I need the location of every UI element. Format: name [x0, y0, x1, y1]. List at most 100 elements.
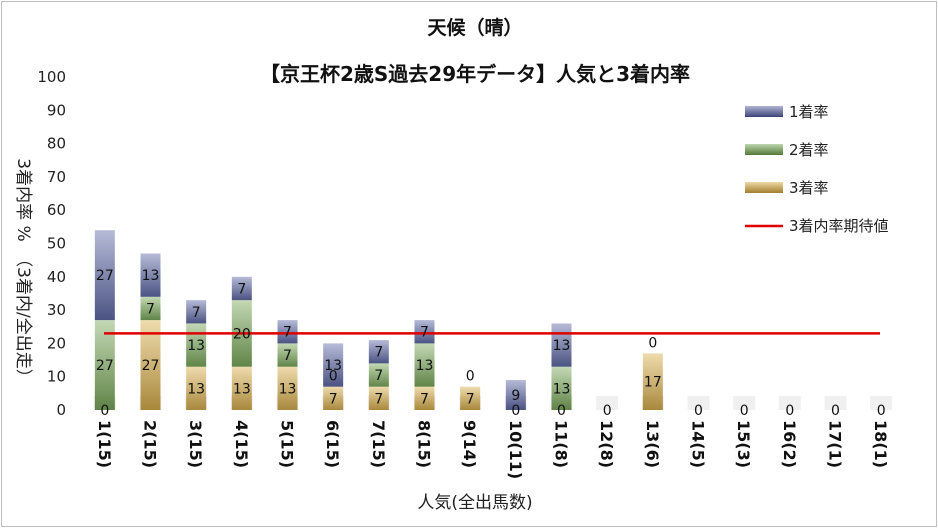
- legend-swatch: [745, 106, 783, 117]
- data-label: 0: [648, 335, 657, 351]
- data-label: 0: [603, 403, 612, 419]
- data-label: 0: [329, 369, 338, 385]
- data-label: 0: [831, 403, 840, 419]
- data-labels: 0 27 13 13 13 7 7 7 7 0 0 0 17 0 0 0 0 0 27 7 13 20 7 0 7 13 13 27 1…: [96, 268, 886, 419]
- x-tick-label: 15(3): [734, 420, 753, 468]
- bar-baseline: [596, 396, 619, 410]
- bar-segment: [460, 386, 481, 410]
- data-label: 7: [374, 368, 383, 384]
- data-label: 7: [420, 391, 429, 407]
- data-label: 20: [233, 326, 251, 342]
- data-label: 27: [96, 268, 114, 284]
- data-label: 7: [192, 305, 201, 321]
- data-label: 0: [466, 369, 475, 385]
- y-axis-label: 3着内率 % （3着内/全出走）: [13, 158, 33, 385]
- bar-segment: [368, 386, 389, 410]
- data-label: 0: [740, 403, 749, 419]
- bar-segment: [368, 363, 389, 387]
- legend-swatch: [745, 144, 783, 155]
- x-tick-label: 3(15): [186, 420, 205, 468]
- data-label: 13: [553, 338, 571, 354]
- bar-baseline: [687, 396, 710, 410]
- y-tick-label: 100: [37, 68, 66, 86]
- bar-segment: [642, 353, 663, 410]
- y-tick-label: 70: [47, 168, 66, 186]
- data-label: 27: [96, 358, 114, 374]
- bar-baseline: [733, 396, 756, 410]
- data-label: 13: [142, 268, 160, 284]
- data-label: 13: [233, 381, 251, 397]
- data-label: 9: [511, 388, 520, 404]
- x-tick-label: 2(15): [141, 420, 160, 468]
- data-label: 7: [283, 348, 292, 364]
- bar-segment: [277, 366, 298, 410]
- data-label: 0: [511, 403, 520, 419]
- legend: 1着率 2着率 3着率 3着内率期待値: [745, 103, 889, 235]
- data-label: 0: [557, 403, 566, 419]
- x-axis-ticks: 1(15) 2(15) 3(15) 4(15) 5(15) 6(15) 7(15) 8(15)…: [95, 420, 890, 479]
- bar-segment: [186, 366, 207, 410]
- data-label: 7: [329, 391, 338, 407]
- bar-segment: [277, 320, 298, 344]
- y-tick-label: 40: [47, 268, 66, 286]
- x-tick-label: 10(11): [506, 420, 525, 479]
- x-tick-label: 12(8): [597, 420, 616, 468]
- bar-baseline: [870, 396, 893, 410]
- x-tick-label: 13(6): [643, 420, 662, 468]
- x-tick-label: 7(15): [369, 420, 388, 468]
- y-tick-label: 10: [47, 368, 66, 386]
- y-tick-label: 50: [47, 235, 66, 253]
- data-label: 7: [283, 325, 292, 341]
- bar-segment: [231, 366, 252, 410]
- y-tick-label: 80: [47, 135, 66, 153]
- x-tick-label: 11(8): [552, 420, 571, 468]
- data-label: 7: [237, 281, 246, 297]
- x-tick-label: 6(15): [323, 420, 342, 468]
- y-tick-label: 90: [47, 101, 66, 119]
- data-label: 13: [187, 338, 205, 354]
- bar-baseline: [778, 396, 801, 410]
- data-label: 13: [416, 358, 434, 374]
- bar-segment: [323, 386, 344, 410]
- legend-label: 3着率: [789, 179, 829, 197]
- chart-title: 天候（晴）: [427, 16, 522, 39]
- bar-segment: [505, 380, 526, 410]
- bars: [93, 230, 893, 410]
- data-label: 0: [100, 403, 109, 419]
- data-label: 0: [785, 403, 794, 419]
- bar-segment: [94, 230, 115, 321]
- bar-baseline: [824, 396, 847, 410]
- data-label: 7: [146, 301, 155, 317]
- y-tick-label: 20: [47, 334, 66, 352]
- data-label: 0: [877, 403, 886, 419]
- bar-segment: [414, 386, 435, 410]
- y-tick-label: 60: [47, 201, 66, 219]
- x-tick-label: 14(5): [689, 420, 708, 468]
- bar-segment: [368, 340, 389, 364]
- x-axis-label: 人気(全出馬数): [417, 493, 532, 513]
- bar-segment: [140, 296, 161, 321]
- x-tick-label: 5(15): [278, 420, 297, 468]
- legend-label: 2着率: [789, 141, 829, 159]
- data-label: 13: [187, 381, 205, 397]
- y-tick-label: 30: [47, 301, 66, 319]
- data-label: 17: [644, 375, 662, 391]
- data-label: 27: [142, 358, 160, 374]
- data-label: 13: [279, 381, 297, 397]
- bar-segment: [414, 320, 435, 344]
- legend-swatch: [745, 182, 783, 193]
- y-tick-label: 0: [56, 401, 66, 419]
- data-label: 13: [324, 358, 342, 374]
- bar-segment: [414, 343, 435, 387]
- legend-label: 3着内率期待値: [789, 217, 889, 235]
- x-tick-label: 1(15): [95, 420, 114, 468]
- x-tick-label: 8(15): [415, 420, 434, 468]
- bar-segment: [323, 343, 344, 387]
- bar-segment: [140, 320, 161, 410]
- bar-segment: [140, 253, 161, 297]
- data-label: 7: [420, 325, 429, 341]
- x-tick-label: 18(1): [871, 420, 890, 468]
- x-tick-label: 16(2): [780, 420, 799, 468]
- x-tick-label: 9(14): [460, 420, 479, 468]
